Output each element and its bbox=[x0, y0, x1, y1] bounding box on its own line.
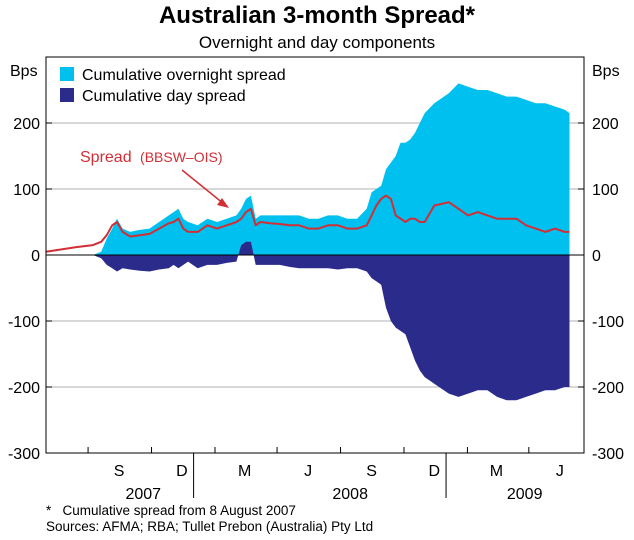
y-tick-label-left: 0 bbox=[31, 248, 40, 265]
x-tick-label-month: J bbox=[556, 463, 564, 480]
chart-title: Australian 3-month Spread* bbox=[158, 2, 476, 29]
x-tick-label-month: S bbox=[114, 463, 125, 480]
y-tick-label-left: 100 bbox=[13, 182, 40, 199]
legend-label-overnight: Cumulative overnight spread bbox=[82, 67, 286, 84]
legend-swatch-overnight bbox=[60, 67, 74, 81]
legend-label-day: Cumulative day spread bbox=[82, 88, 246, 105]
annotation-arrow bbox=[181, 169, 225, 205]
y-tick-label-right: 0 bbox=[592, 248, 601, 265]
y-tick-label-right: 200 bbox=[592, 116, 619, 133]
spread-annotation: Spread (BBSW–OIS) bbox=[80, 149, 229, 208]
annotation-spread-text: Spread bbox=[80, 149, 132, 166]
x-tick-label-year: 2008 bbox=[332, 486, 368, 500]
y-tick-label-left: -300 bbox=[8, 446, 40, 463]
chart-notes: * Cumulative spread from 8 August 2007 S… bbox=[46, 503, 373, 535]
chart: -300 -300 -200 -200 -100 -100 0 0 100 100 200 200 S… bbox=[8, 56, 624, 500]
x-tick-labels: S D M J S D M J 2007 2008 2009 bbox=[114, 463, 564, 500]
x-tick-label-month: D bbox=[176, 463, 188, 480]
area-day-spread bbox=[92, 241, 570, 401]
line-spread bbox=[45, 194, 570, 253]
legend-swatch-day bbox=[60, 88, 74, 102]
y-tick-label-right: -100 bbox=[592, 314, 624, 331]
annotation-arrowhead bbox=[217, 198, 229, 208]
y-tick-label-right: 100 bbox=[592, 182, 619, 199]
area-overnight-spread bbox=[92, 83, 570, 256]
chart-subtitle: Overnight and day components bbox=[198, 33, 436, 52]
annotation-spread-label: Spread (BBSW–OIS) bbox=[80, 149, 223, 166]
y-tick-label-left: -200 bbox=[8, 380, 40, 397]
x-tick-label-year: 2007 bbox=[125, 486, 161, 500]
footnote: * Cumulative spread from 8 August 2007 bbox=[46, 503, 296, 518]
x-tick-label-month: J bbox=[304, 463, 312, 480]
annotation-spread-suffix: (BBSW–OIS) bbox=[140, 149, 222, 165]
y-tick-label-left: -100 bbox=[8, 314, 40, 331]
axis-ticks bbox=[46, 56, 584, 498]
area-series bbox=[92, 83, 570, 401]
x-tick-label-month: M bbox=[238, 463, 251, 480]
sources: Sources: AFMA; RBA; Tullet Prebon (Austr… bbox=[46, 519, 374, 534]
legend: Cumulative overnight spread Cumulative d… bbox=[60, 67, 286, 105]
y-axis-unit-left: Bps bbox=[10, 63, 38, 80]
x-tick-label-month: D bbox=[429, 463, 441, 480]
y-tick-label-right: -300 bbox=[592, 446, 624, 463]
x-tick-label-month: M bbox=[490, 463, 503, 480]
y-tick-label-right: -200 bbox=[592, 380, 624, 397]
y-tick-labels: -300 -300 -200 -200 -100 -100 0 0 100 100 200 200 bbox=[8, 116, 624, 463]
x-tick-label-month: S bbox=[366, 463, 377, 480]
x-tick-label-year: 2009 bbox=[507, 486, 543, 500]
y-axis-unit-right: Bps bbox=[592, 63, 620, 80]
y-tick-label-left: 200 bbox=[13, 116, 40, 133]
line-series bbox=[45, 194, 570, 253]
